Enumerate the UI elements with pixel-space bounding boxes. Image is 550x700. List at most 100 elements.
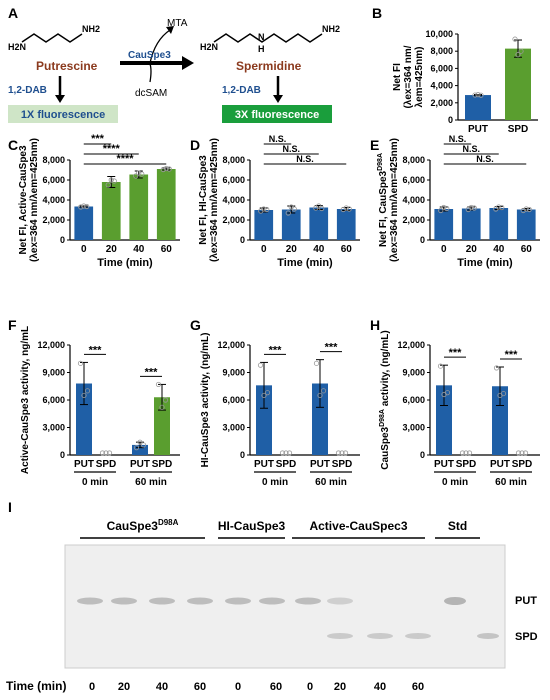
enzyme-name: CauSpe3 xyxy=(128,50,171,61)
y-tick-label: 0 xyxy=(60,450,65,460)
gel-group-label: Std xyxy=(448,519,467,533)
significance-label: N.S. xyxy=(282,144,300,154)
bar xyxy=(132,444,148,455)
data-point xyxy=(518,48,524,54)
y-tick-label: 6,000 xyxy=(222,175,245,185)
data-point xyxy=(319,205,325,212)
y-tick-label: 8,000 xyxy=(430,46,453,56)
bar xyxy=(489,208,509,240)
y-axis-title-line: (λex=364 nm/ xyxy=(403,45,414,108)
data-point xyxy=(444,205,450,212)
data-point xyxy=(313,360,320,366)
x-tick-label: 60 xyxy=(521,244,533,255)
data-point xyxy=(81,392,87,399)
y-tick-label: 6,000 xyxy=(402,175,425,185)
data-point xyxy=(472,92,478,98)
x-tick-label: PUT xyxy=(490,459,510,470)
data-point xyxy=(108,177,114,183)
bar xyxy=(461,208,481,240)
data-point xyxy=(459,450,466,456)
bar xyxy=(154,397,170,455)
significance-label: N.S. xyxy=(296,154,314,164)
panel-letter-g: G xyxy=(190,317,201,333)
data-point xyxy=(261,206,267,212)
gel-time-tick: 0 xyxy=(235,681,241,693)
y-tick-label: 2,000 xyxy=(430,98,453,108)
chart-panel-b: 0 2,000 4,000 6,000 8,000 10,000 PUT SPD Net FI(… xyxy=(392,29,538,135)
y-tick-label: 6,000 xyxy=(42,175,65,185)
data-point xyxy=(522,450,529,456)
y-axis-title-line: (λex=364 nm/λem=425nm) xyxy=(389,138,400,262)
y-axis-title-line: Net FI, Active-CauSpe3 xyxy=(18,145,29,255)
y-tick-label: 12,000 xyxy=(37,340,65,350)
x-tick-label: SPD xyxy=(332,459,353,470)
data-point xyxy=(155,381,162,388)
dab-label-right: 1,2-DAB xyxy=(222,85,261,96)
panel-letter-i: I xyxy=(8,499,12,515)
gel-band-spd xyxy=(327,633,353,639)
bar xyxy=(505,48,531,121)
gel-group-label: HI-CauSpe3 xyxy=(218,519,286,533)
data-point xyxy=(137,439,143,445)
gel-image xyxy=(64,544,506,669)
gel-time-tick: 20 xyxy=(118,681,130,693)
gel-time-tick: 60 xyxy=(270,681,282,693)
panel-letter-h: H xyxy=(370,317,380,333)
significance-label: N.S. xyxy=(449,134,467,144)
y-tick-label: 4,000 xyxy=(42,195,65,205)
panel-letter-a: A xyxy=(8,5,18,21)
gel-band-spd xyxy=(405,633,431,639)
y-axis-title-line: (λex=364 nm/λem=425nm) xyxy=(29,138,40,262)
data-point xyxy=(264,206,270,213)
data-point xyxy=(342,450,349,456)
gel-time-tick: 60 xyxy=(194,681,206,693)
gel-band-put xyxy=(295,597,321,605)
data-point xyxy=(463,450,469,456)
significance-label: **** xyxy=(103,143,121,155)
data-point xyxy=(163,165,169,172)
y-tick-label: 3,000 xyxy=(42,423,65,433)
y-tick-label: 3,000 xyxy=(222,423,245,433)
significance-label: N.S. xyxy=(476,154,494,164)
y-tick-label: 0 xyxy=(448,115,453,125)
fluorescence-box-3x xyxy=(222,105,332,123)
bar xyxy=(465,95,491,120)
panel-letter-c: C xyxy=(8,137,18,153)
y-tick-label: 4,000 xyxy=(402,195,425,205)
y-axis-title-line: Net FI xyxy=(392,63,403,91)
data-point xyxy=(339,450,345,456)
x-tick-label: SPD xyxy=(508,124,529,135)
x-tick-label: 0 xyxy=(261,244,267,255)
y-tick-label: 8,000 xyxy=(42,155,65,165)
bar xyxy=(281,209,301,240)
data-point xyxy=(283,450,289,456)
gel-band-put xyxy=(149,597,175,605)
bar xyxy=(101,182,121,240)
y-axis-title: Active-CauSpe3 activity, ng/mL xyxy=(20,326,31,474)
dab-label-left: 1,2-DAB xyxy=(8,85,47,96)
y-tick-label: 4,000 xyxy=(430,81,453,91)
bar xyxy=(312,383,328,455)
gel-band-put xyxy=(259,597,285,605)
x-tick-label: SPD xyxy=(456,459,477,470)
panel-letter-f: F xyxy=(8,317,17,333)
bar xyxy=(336,209,356,240)
cosubstrate-arrow xyxy=(149,63,152,83)
fluorescence-box-1x xyxy=(8,105,118,123)
significance-label: N.S. xyxy=(462,144,480,154)
significance-label: *** xyxy=(505,349,519,361)
data-point xyxy=(291,206,297,212)
data-point xyxy=(343,205,349,211)
significance-label: N.S. xyxy=(269,134,287,144)
gel-group-label: CauSpe3D98A xyxy=(107,518,179,533)
bar xyxy=(309,207,329,240)
significance-label: *** xyxy=(145,366,159,378)
data-point xyxy=(512,36,518,42)
x-tick-label: PUT xyxy=(74,459,94,470)
data-point xyxy=(493,365,500,371)
spermidine-h2n: H2N xyxy=(200,42,218,52)
y-axis-title-sup: D98A xyxy=(379,409,386,427)
